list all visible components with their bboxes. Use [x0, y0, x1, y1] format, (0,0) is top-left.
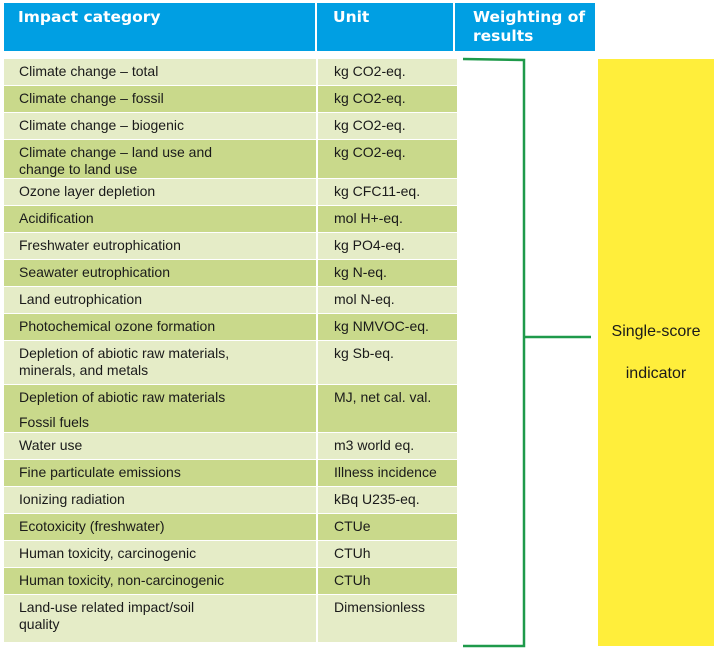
unit-cell: kBq U235-eq.	[334, 491, 420, 507]
impact-category-text: Depletion of abiotic raw materials	[19, 389, 226, 405]
impact-category-text: Land-use related impact/soil	[19, 599, 195, 615]
table-row: Land eutrophication mol N-eq.	[4, 287, 457, 314]
impact-category-cell: Climate change – fossil	[4, 86, 318, 112]
unit-cell: kg CFC11-eq.	[334, 183, 421, 199]
impact-category-cell: Human toxicity, carcinogenic	[4, 541, 318, 567]
table-row: Acidification mol H+-eq.	[4, 206, 457, 233]
impact-category-text: Human toxicity, carcinogenic	[19, 545, 197, 561]
single-score-indicator-box: Single-score indicator	[598, 59, 714, 646]
impact-category-text: Ozone layer depletion	[19, 183, 156, 199]
impact-category-cell: Photochemical ozone formation	[4, 314, 318, 340]
impact-category-cell: Ecotoxicity (freshwater)	[4, 514, 318, 540]
unit-cell: Illness incidence	[334, 464, 437, 480]
table-row: Depletion of abiotic raw materials, miner…	[4, 341, 457, 385]
unit-cell: CTUh	[334, 545, 371, 561]
impact-category-cell: Depletion of abiotic raw materials Fossil…	[4, 385, 318, 432]
impact-category-text: Water use	[19, 437, 83, 453]
table-row: Human toxicity, carcinogenic CTUh	[4, 541, 457, 568]
impact-category-cell: Acidification	[4, 206, 318, 232]
impact-category-text: Freshwater eutrophication	[19, 237, 181, 253]
impact-category-text: Climate change – fossil	[19, 90, 164, 106]
unit-cell: kg CO2-eq.	[334, 144, 406, 160]
impact-category-text: Land eutrophication	[19, 291, 142, 307]
unit-cell: CTUe	[334, 518, 371, 534]
unit-cell: m3 world eq.	[334, 437, 415, 453]
impact-category-text: Human toxicity, non-carcinogenic	[19, 572, 225, 588]
table-row: Ionizing radiation kBq U235-eq.	[4, 487, 457, 514]
unit-cell: kg CO2-eq.	[334, 117, 406, 133]
table-row: Climate change – total kg CO2-eq.	[4, 59, 457, 86]
impact-category-cell: Human toxicity, non-carcinogenic	[4, 568, 318, 594]
impact-category-text: Ionizing radiation	[19, 491, 125, 507]
unit-cell: MJ, net cal. val.	[334, 389, 432, 405]
impact-category-text: quality	[19, 616, 60, 632]
impact-category-text: Seawater eutrophication	[19, 264, 170, 280]
unit-cell: kg CO2-eq.	[334, 63, 406, 79]
impact-category-text: Climate change – biogenic	[19, 117, 184, 133]
unit-cell: kg N-eq.	[334, 264, 387, 280]
table-row: Ecotoxicity (freshwater) CTUe	[4, 514, 457, 541]
impact-category-text: Fine particulate emissions	[19, 464, 181, 480]
impact-category-text: change to land use	[19, 161, 138, 177]
impact-category-cell: Water use	[4, 433, 318, 459]
impact-category-cell: Climate change – total	[4, 59, 318, 85]
impact-category-cell: Seawater eutrophication	[4, 260, 318, 286]
impact-category-cell: Land-use related impact/soil quality	[4, 595, 318, 642]
table-header: Impact category Unit Weighting of result…	[4, 3, 595, 51]
impact-category-cell: Climate change – land use and change to l…	[4, 140, 318, 178]
table-row: Water use m3 world eq.	[4, 433, 457, 460]
single-score-label-line2: indicator	[625, 364, 687, 382]
grouping-bracket	[462, 57, 591, 648]
table-row: Climate change – fossil kg CO2-eq.	[4, 86, 457, 113]
unit-cell: kg NMVOC-eq.	[334, 318, 429, 334]
impact-category-cell: Land eutrophication	[4, 287, 318, 313]
impact-category-text: Fossil fuels	[19, 414, 90, 430]
impact-category-text: Ecotoxicity (freshwater)	[19, 518, 165, 534]
header-impact-category: Impact category	[4, 3, 317, 51]
unit-cell: kg PO4-eq.	[334, 237, 405, 253]
unit-cell: CTUh	[334, 572, 371, 588]
bracket-line	[462, 57, 526, 648]
impact-category-text: Climate change – land use and	[19, 144, 213, 160]
impact-category-cell: Freshwater eutrophication	[4, 233, 318, 259]
table-row: Climate change – land use and change to l…	[4, 140, 457, 179]
impact-category-text: Depletion of abiotic raw materials,	[19, 345, 230, 361]
impact-category-cell: Ozone layer depletion	[4, 179, 318, 205]
unit-cell: kg CO2-eq.	[334, 90, 406, 106]
header-weighting-line2: results	[473, 27, 534, 45]
unit-cell: mol N-eq.	[334, 291, 395, 307]
header-unit: Unit	[317, 3, 455, 51]
impact-category-text: Acidification	[19, 210, 94, 226]
table-row: Freshwater eutrophication kg PO4-eq.	[4, 233, 457, 260]
unit-cell: Dimensionless	[334, 599, 426, 615]
impact-category-text: Photochemical ozone formation	[19, 318, 216, 334]
table-row: Land-use related impact/soil quality Dimen…	[4, 595, 457, 643]
unit-cell: mol H+-eq.	[334, 210, 403, 226]
header-weighting: Weighting of results	[455, 3, 595, 51]
table-row: Depletion of abiotic raw materials Fossil…	[4, 385, 457, 433]
table-row: Fine particulate emissions Illness incide…	[4, 460, 457, 487]
table-row: Ozone layer depletion kg CFC11-eq.	[4, 179, 457, 206]
table-row: Photochemical ozone formation kg NMVOC-eq…	[4, 314, 457, 341]
impact-category-text: minerals, and metals	[19, 362, 149, 378]
impact-category-cell: Depletion of abiotic raw materials, miner…	[4, 341, 318, 384]
impact-category-text: Climate change – total	[19, 63, 159, 79]
impact-category-cell: Climate change – biogenic	[4, 113, 318, 139]
impact-category-cell: Fine particulate emissions	[4, 460, 318, 486]
impact-category-cell: Ionizing radiation	[4, 487, 318, 513]
table-row: Climate change – biogenic kg CO2-eq.	[4, 113, 457, 140]
header-weighting-line1: Weighting of	[473, 8, 586, 26]
table-row: Seawater eutrophication kg N-eq.	[4, 260, 457, 287]
table-row: Human toxicity, non-carcinogenic CTUh	[4, 568, 457, 595]
unit-cell: kg Sb-eq.	[334, 345, 394, 361]
impact-category-table: Climate change – total kg CO2-eq. Climate …	[4, 59, 457, 643]
single-score-label-line1: Single-score	[611, 322, 701, 340]
